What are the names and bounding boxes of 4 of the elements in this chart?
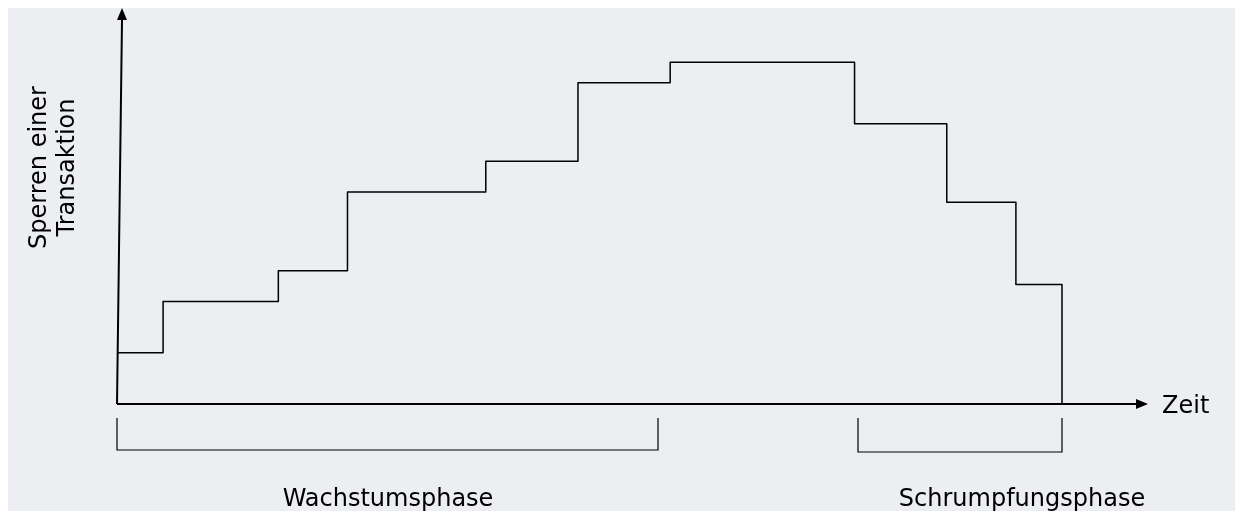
x-axis-title: Zeit — [1162, 391, 1210, 419]
text: Schrumpfungsphase — [898, 484, 1146, 512]
text: Wachstumsphase — [282, 484, 494, 512]
y-axis-title: Sperren einer Transaktion — [24, 85, 80, 249]
